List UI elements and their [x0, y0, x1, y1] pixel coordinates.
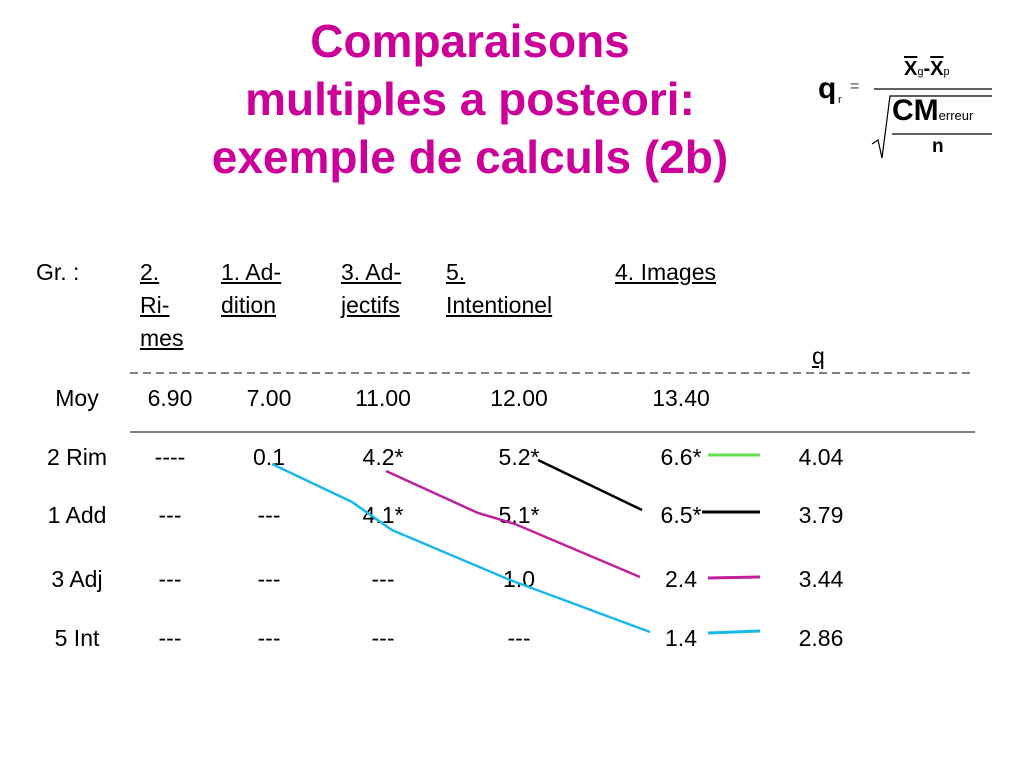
page-title: Comparaisons multiples a posteori: exemp… — [90, 12, 850, 186]
row-4-label: 5 Int — [54, 625, 100, 651]
row-4-col-2: --- — [257, 625, 281, 651]
formula-q-subscript: r — [838, 94, 842, 106]
row-2-col-5: 6.5* — [660, 502, 702, 528]
header-q: q — [812, 343, 825, 369]
formula-x-bar-g: X — [904, 58, 918, 80]
magenta-connector-line — [385, 469, 641, 579]
header-col-2-line-1: 1. Ad- — [221, 259, 282, 285]
row-3-label: 3 Adj — [51, 566, 103, 592]
header-col-5: 4. Images — [615, 256, 716, 289]
title-line-3: exemple de calculs (2b) — [211, 131, 729, 183]
header-col-1: 2. Ri- mes — [140, 256, 183, 355]
header-col-4-line-2: Intentionel — [446, 292, 553, 318]
mean-row-label: Moy — [55, 385, 99, 411]
formula-q: q — [818, 72, 837, 105]
title-line-2: multiples a posteori: — [245, 73, 695, 125]
header-col-3-line-2: jectifs — [341, 292, 400, 318]
mean-value-1: 6.90 — [147, 385, 193, 411]
row-4-col-1: --- — [158, 625, 182, 651]
header-col-4-line-1: 5. — [446, 259, 466, 285]
q-formula: q r = Xg-Xp CMerreur n — [812, 56, 1012, 166]
magenta-end-marker — [707, 575, 761, 580]
row-3-col-2: --- — [257, 566, 281, 592]
formula-sub-p: p — [943, 66, 950, 78]
row-2-col-4: 5.1* — [498, 502, 540, 528]
row-2-col-1: --- — [158, 502, 182, 528]
formula-cm: CMerreur — [892, 94, 973, 128]
row-1-col-4: 5.2* — [498, 444, 540, 470]
row-1-q: 4.04 — [798, 444, 844, 470]
header-col-4: 5. Intentionel — [446, 256, 552, 322]
formula-x-bar-p: X — [930, 58, 944, 80]
row-2-col-2: --- — [257, 502, 281, 528]
row-1-col-5: 6.6* — [660, 444, 702, 470]
row-3-q: 3.44 — [798, 566, 844, 592]
sqrt-symbol — [871, 95, 992, 159]
header-col-1-line-3: mes — [140, 325, 184, 351]
header-col-1-line-2: Ri- — [140, 292, 170, 318]
mean-value-5: 13.40 — [652, 385, 710, 411]
formula-n: n — [932, 136, 944, 157]
formula-cm-subscript: erreur — [938, 108, 974, 123]
header-col-2: 1. Ad- dition — [221, 256, 281, 322]
title-line-1: Comparaisons — [310, 15, 630, 67]
row-2-q: 3.79 — [798, 502, 844, 528]
cyan-connector-line — [271, 462, 651, 634]
row-4-col-4: --- — [507, 625, 531, 651]
header-col-1-line-1: 2. — [140, 259, 160, 285]
cyan-end-marker — [707, 629, 761, 635]
formula-minus: - — [923, 58, 931, 80]
row-1-col-1: ---- — [154, 444, 186, 470]
formula-cm-text: CM — [892, 94, 939, 127]
formula-lines — [871, 88, 992, 159]
row-1-col-3: 4.2* — [362, 444, 404, 470]
header-col-5-line-1: 4. Images — [615, 259, 716, 285]
formula-numerator: Xg-Xp — [904, 58, 950, 81]
row-3-col-5: 2.4 — [665, 566, 697, 592]
row-4-col-5: 1.4 — [665, 625, 697, 651]
row-4-col-3: --- — [371, 625, 395, 651]
row-2-label: 1 Add — [47, 502, 107, 528]
corner-label: Gr. : — [36, 259, 80, 285]
row-1-col-2: 0.1 — [253, 444, 285, 470]
formula-sub-g: g — [917, 66, 924, 78]
mean-value-3: 11.00 — [355, 385, 411, 411]
header-col-3-line-1: 3. Ad- — [341, 259, 402, 285]
mean-value-2: 7.00 — [246, 385, 292, 411]
row-3-col-1: --- — [158, 566, 182, 592]
row-3-col-3: --- — [371, 566, 395, 592]
row-1-label: 2 Rim — [46, 444, 108, 470]
header-col-2-line-2: dition — [221, 292, 276, 318]
mean-value-4: 12.00 — [490, 385, 548, 411]
row-4-q: 2.86 — [798, 625, 844, 651]
black-connector-line — [537, 458, 643, 512]
formula-equals: = — [850, 78, 860, 95]
header-col-3: 3. Ad- jectifs — [341, 256, 401, 322]
